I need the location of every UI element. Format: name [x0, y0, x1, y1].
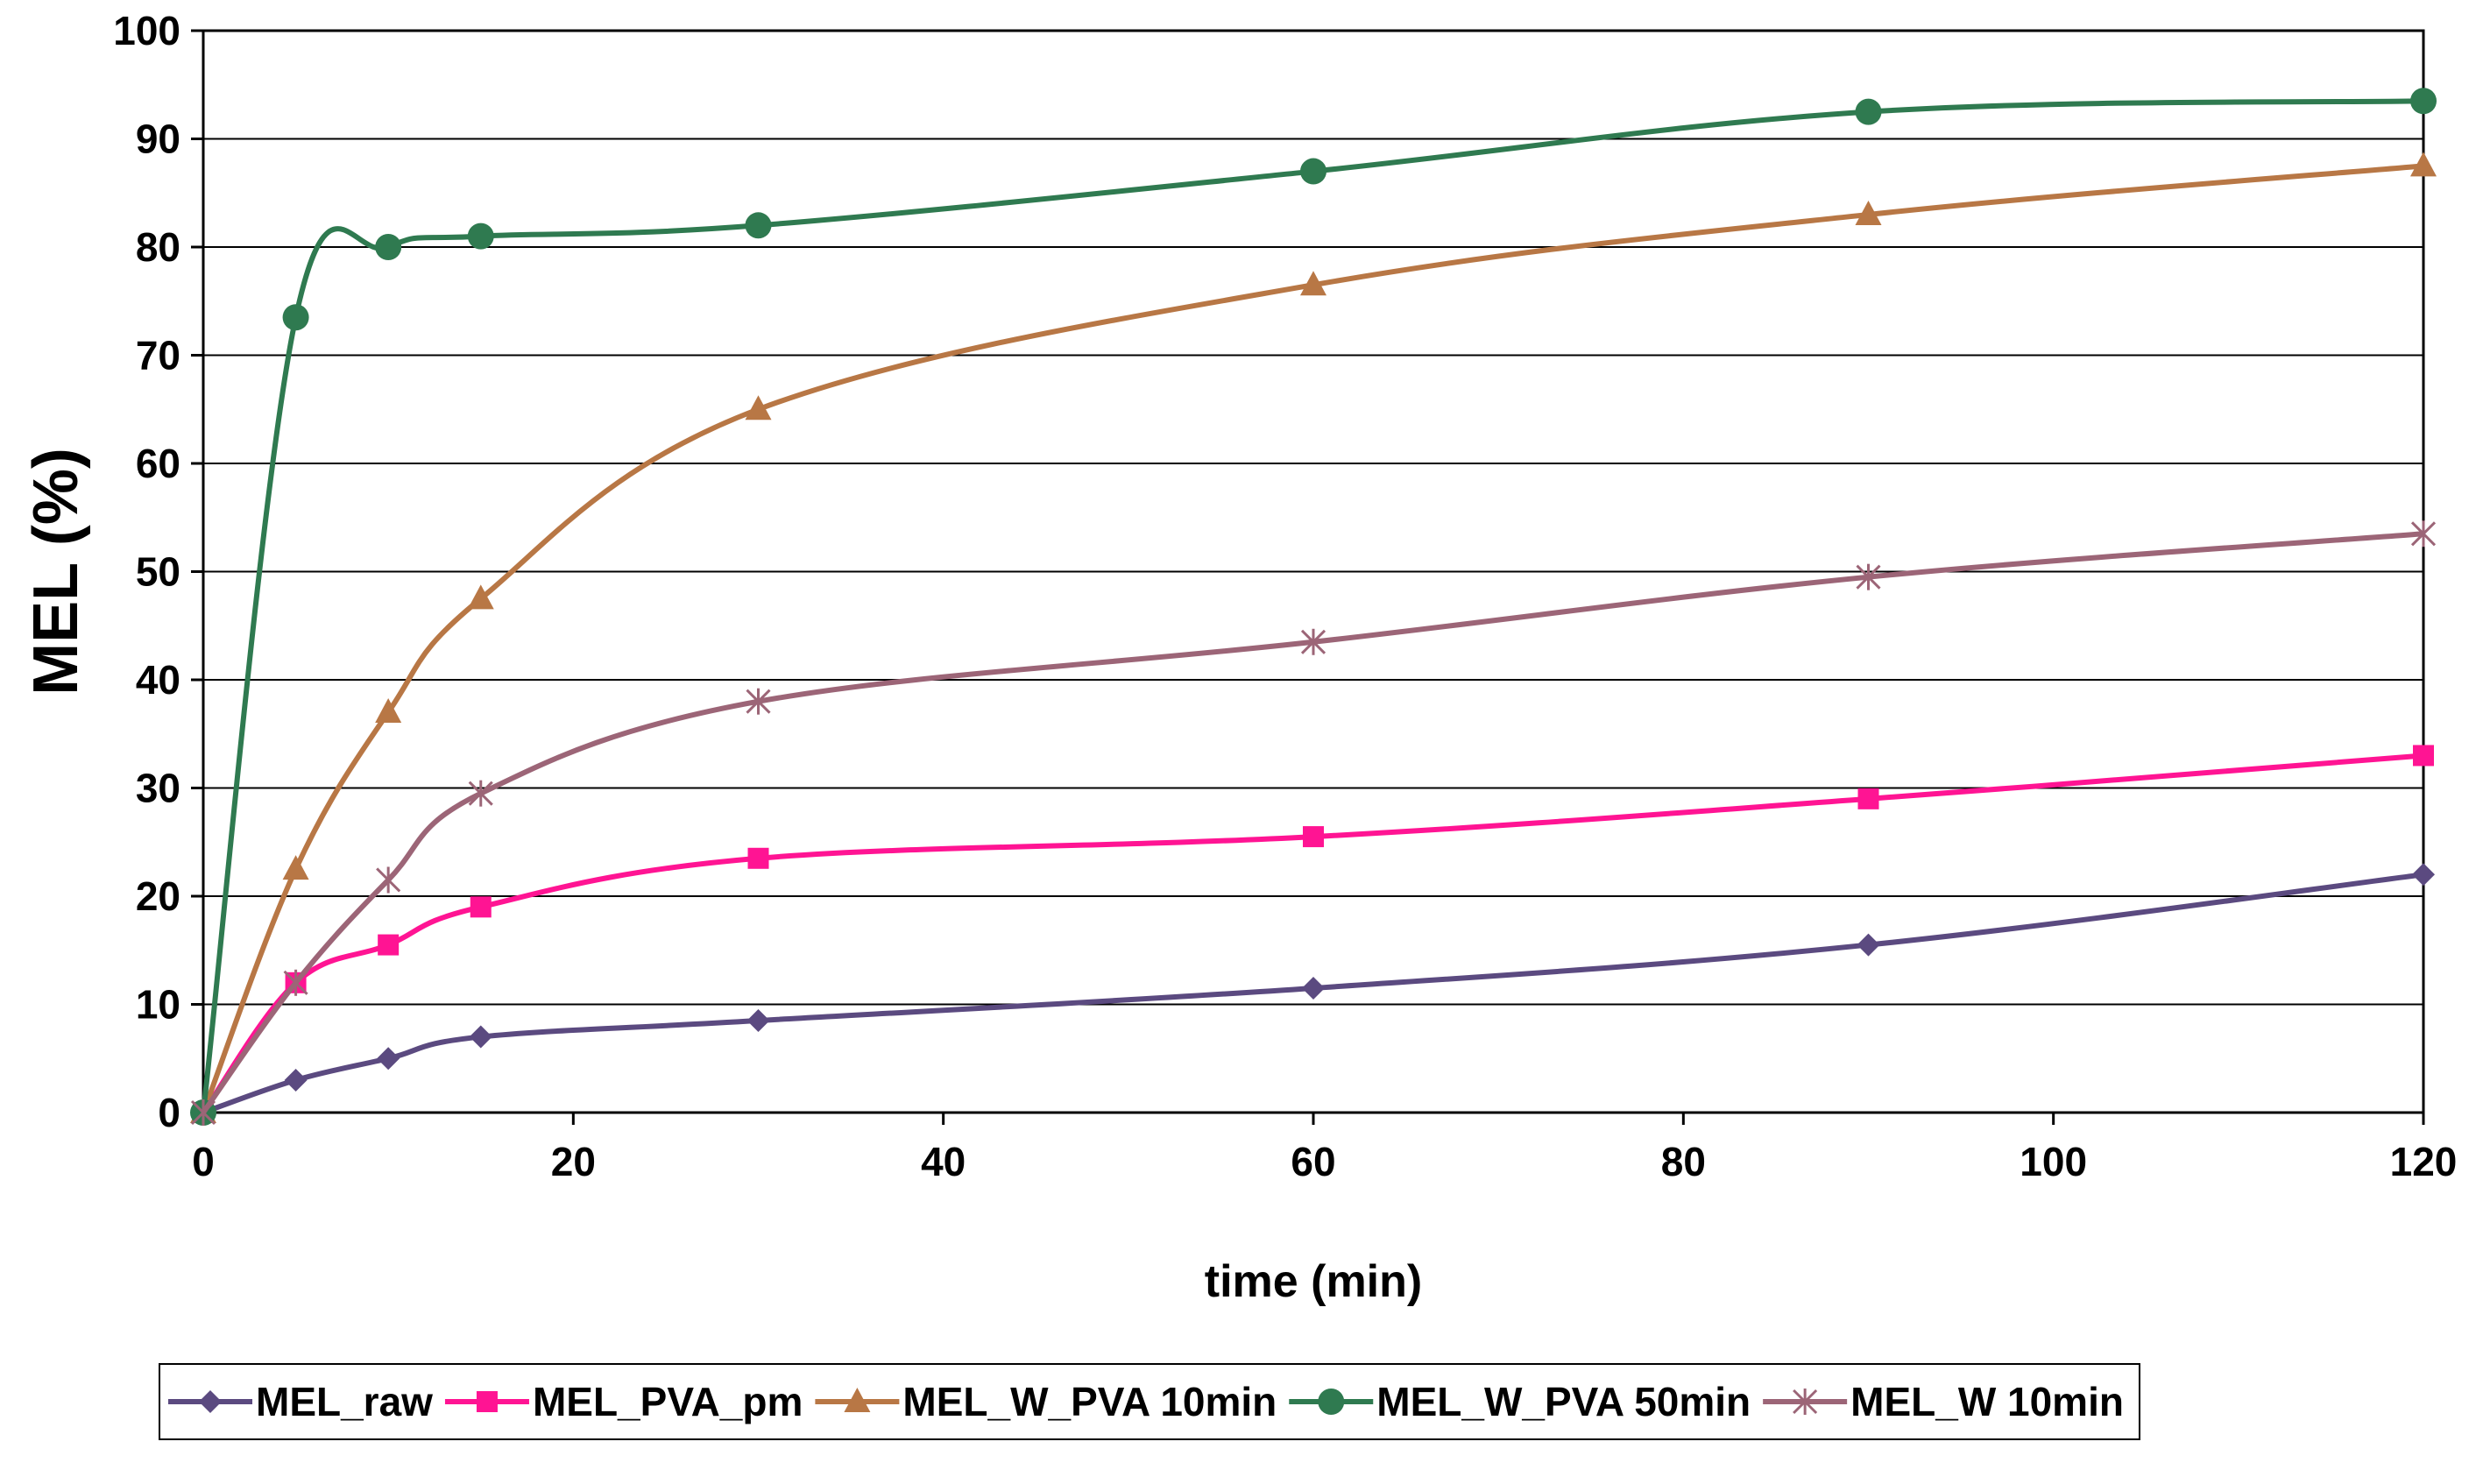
data-point-mel-pva-pm — [378, 934, 400, 956]
legend-item: MEL_W_PVA 50min — [1289, 1379, 1751, 1424]
data-point-mel-w-pva-50min — [2410, 88, 2437, 115]
x-tick-label: 20 — [551, 1139, 596, 1184]
y-axis-title: MEL (%) — [21, 448, 91, 696]
legend-label: MEL_PVA_pm — [533, 1379, 803, 1424]
data-point-mel-w-pva-10min — [1855, 200, 1882, 225]
data-point-mel-w-pva-50min — [282, 304, 309, 331]
data-point-mel-raw — [746, 1009, 770, 1033]
data-point-mel-w-pva-50min — [1855, 98, 1882, 125]
data-point-mel-w-10min — [2410, 520, 2437, 548]
x-tick-label: 120 — [2390, 1139, 2458, 1184]
y-tick-label: 10 — [136, 982, 180, 1028]
legend: MEL_raw MEL_PVA_pm MEL_W_PVA 10min MEL_W_PV… — [159, 1363, 2140, 1440]
data-point-mel-pva-pm — [1857, 788, 1879, 809]
legend-swatch-marker — [476, 1391, 498, 1412]
series-mel-w-10min — [190, 520, 2437, 1126]
legend-swatch-marker — [844, 1388, 871, 1412]
data-point-mel-w-pva-50min — [1300, 158, 1326, 185]
data-point-mel-raw — [469, 1025, 492, 1049]
legend-label: MEL_W_PVA 10min — [902, 1379, 1277, 1424]
data-point-mel-w-pva-10min — [1300, 271, 1326, 296]
series-line-mel-w-pva-50min — [201, 98, 2424, 1113]
data-point-mel-w-10min — [190, 1099, 216, 1126]
legend-item: MEL_W 10min — [1763, 1379, 2124, 1424]
data-point-mel-w-pva-10min — [2410, 152, 2437, 177]
legend-item: MEL_PVA_pm — [444, 1379, 803, 1424]
data-point-mel-pva-pm — [470, 896, 492, 918]
legend-swatch-marker — [1793, 1389, 1818, 1415]
legend-swatch-marker — [199, 1390, 222, 1413]
x-tick-label: 0 — [192, 1139, 215, 1184]
data-point-mel-w-pva-10min — [467, 584, 494, 610]
data-point-mel-w-pva-10min — [375, 698, 402, 724]
data-point-mel-pva-pm — [1303, 826, 1324, 848]
data-point-mel-w-pva-50min — [467, 223, 494, 250]
legend-label: MEL_W 10min — [1850, 1379, 2124, 1424]
data-point-mel-w-pva-50min — [745, 212, 772, 239]
data-point-mel-raw — [284, 1068, 308, 1092]
data-point-mel-w-pva-50min — [375, 234, 402, 260]
legend-item: MEL_W_PVA 10min — [815, 1379, 1277, 1424]
legend-label: MEL_W_PVA 50min — [1376, 1379, 1751, 1424]
y-tick-label: 80 — [136, 224, 180, 270]
series-line-mel-pva-pm — [201, 753, 2424, 1114]
y-tick-label: 70 — [136, 333, 180, 378]
series-mel-raw — [192, 863, 2435, 1124]
data-point-mel-pva-pm — [747, 847, 769, 869]
y-tick-label: 50 — [136, 549, 180, 595]
data-point-mel-raw — [377, 1047, 400, 1071]
y-tick-label: 60 — [136, 441, 180, 486]
x-tick-label: 40 — [921, 1139, 966, 1184]
legend-label: MEL_raw — [256, 1379, 433, 1424]
data-point-mel-raw — [1857, 933, 1880, 957]
data-point-mel-raw — [1302, 976, 1325, 1000]
series-line-mel-w-10min — [201, 531, 2424, 1114]
axis-layer: 0 10 20 30 40 50 60 70 80 90 100 0 20 40 60 80 100 120 — [113, 8, 2457, 1184]
series-mel-pva-pm — [193, 745, 2434, 1123]
data-point-mel-w-10min — [1856, 563, 1881, 590]
y-tick-label: 0 — [158, 1090, 180, 1135]
series-layer — [190, 88, 2437, 1126]
series-mel-w-pva-50min — [190, 88, 2437, 1126]
data-point-mel-w-pva-10min — [282, 855, 309, 880]
data-point-mel-w-10min — [283, 969, 308, 996]
data-point-mel-pva-pm — [2413, 745, 2434, 767]
y-tick-label: 40 — [136, 657, 180, 703]
y-tick-label: 30 — [136, 766, 180, 811]
data-point-mel-w-10min — [376, 866, 401, 894]
series-mel-w-pva-10min — [190, 152, 2437, 1123]
y-tick-label: 20 — [136, 873, 180, 919]
series-line-mel-w-pva-10min — [201, 163, 2424, 1114]
data-point-mel-raw — [2412, 863, 2435, 887]
data-point-mel-w-10min — [746, 688, 771, 715]
y-tick-label: 90 — [136, 117, 180, 162]
x-tick-label: 80 — [1661, 1139, 1706, 1184]
y-tick-label: 100 — [113, 8, 180, 53]
legend-swatch-marker — [1318, 1389, 1345, 1415]
data-point-mel-w-pva-10min — [745, 395, 772, 420]
x-tick-label: 100 — [2020, 1139, 2087, 1184]
data-point-mel-w-10min — [1300, 628, 1326, 655]
x-axis-title: time (min) — [1205, 1256, 1422, 1307]
legend-item: MEL_raw — [168, 1379, 433, 1424]
data-point-mel-w-10min — [468, 780, 493, 807]
x-tick-label: 60 — [1291, 1139, 1335, 1184]
